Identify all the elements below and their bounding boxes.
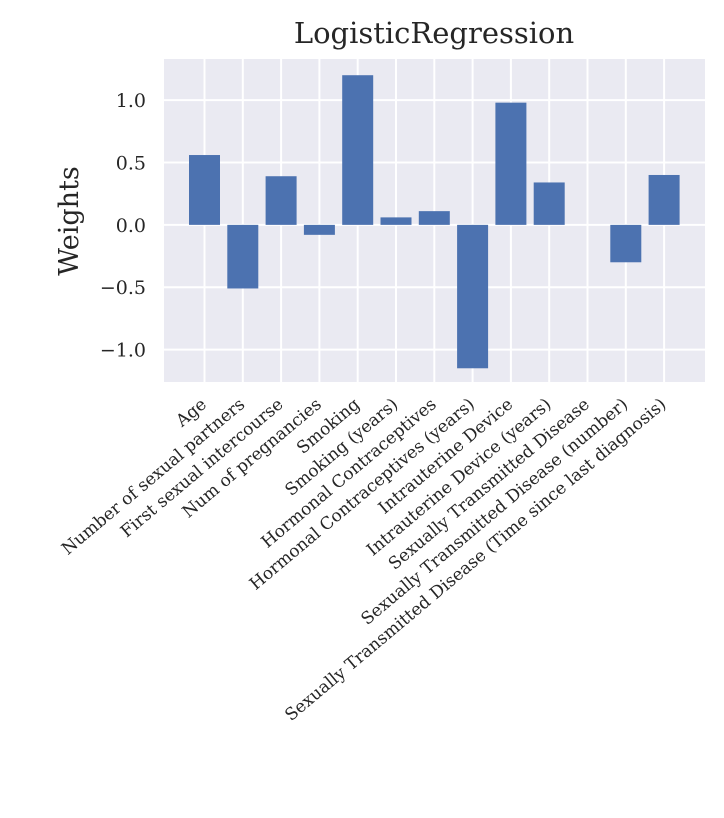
y-axis-label: Weights	[54, 166, 85, 276]
bar	[380, 217, 412, 225]
bar	[457, 224, 489, 369]
bar	[495, 102, 527, 225]
bar	[418, 211, 450, 225]
bar	[189, 155, 220, 225]
bar	[610, 224, 642, 263]
bars	[189, 75, 680, 369]
bar	[342, 75, 374, 225]
y-tick-label: −0.5	[100, 277, 146, 299]
bar	[227, 224, 259, 289]
chart-title: LogisticRegression	[294, 16, 574, 50]
bar	[265, 176, 297, 225]
bar	[303, 224, 335, 235]
y-tick-labels: 1.0 0.5 0.0 −0.5 −1.0	[100, 90, 146, 361]
y-tick-label: 0.0	[116, 215, 146, 237]
y-tick-label: −1.0	[100, 340, 146, 362]
bar	[648, 174, 680, 225]
y-tick-label: 0.5	[116, 153, 146, 175]
bar	[533, 182, 565, 225]
y-tick-label: 1.0	[116, 90, 146, 112]
